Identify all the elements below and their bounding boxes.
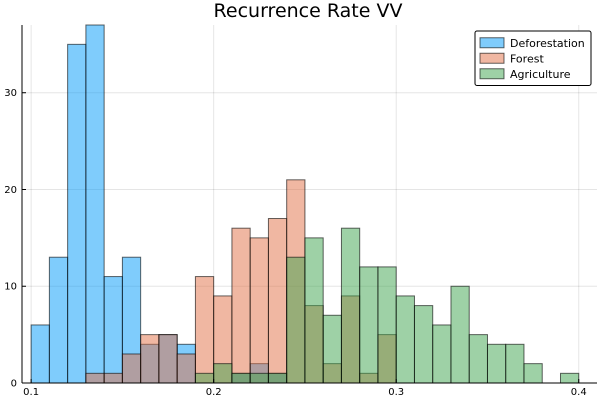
x-tick-label: 0.3 [388,387,404,398]
bar-forest [231,227,251,384]
y-tick-label: 10 [4,282,17,293]
bar-agriculture [486,343,507,384]
bar-agriculture [395,295,415,384]
bar-forest [194,276,215,384]
bar-forest [121,353,142,384]
bar-agriculture [432,324,452,384]
bar-agriculture [249,372,269,384]
bar-agriculture [231,372,251,384]
bar-deforestation [103,276,123,384]
bar-forest [267,218,288,384]
bar-agriculture [468,334,488,384]
legend-label-agriculture: Agriculture [510,68,571,81]
legend-label-deforestation: Deforestation [510,37,585,50]
bar-forest [249,237,269,384]
bar-agriculture [194,372,215,384]
bar-agriculture [359,266,379,384]
bar-forest [103,372,123,384]
x-tick-label: 0.1 [23,387,39,398]
bar-forest [85,372,105,384]
bar-agriculture [286,256,306,384]
axes: 0.1 0.2 0.3 0.4 0 10 20 30 [4,25,597,398]
bar-forest [158,334,178,384]
x-tick-label: 0.4 [571,387,587,398]
bar-agriculture [304,237,324,384]
legend-swatch-forest [479,52,505,64]
bar-agriculture [523,363,543,384]
legend-label-forest: Forest [510,52,544,65]
bar-agriculture [377,266,397,384]
y-tick-label: 30 [4,88,17,99]
bar-deforestation [85,24,105,384]
bar-agriculture [505,343,525,384]
x-tick-label: 0.2 [206,387,222,398]
legend: Deforestation Forest Agriculture [474,30,592,86]
bar-agriculture [267,372,288,384]
bar-agriculture [340,227,361,384]
bar-agriculture [413,305,434,384]
bar-forest [176,353,196,384]
bar-agriculture [450,285,470,384]
legend-swatch-deforestation [479,37,505,49]
bar-agriculture [559,372,580,384]
bar-deforestation [67,43,87,384]
bar-deforestation [30,324,50,384]
legend-swatch-agriculture [479,68,505,80]
chart-title: Recurrence Rate VV [214,0,403,22]
bar-deforestation [48,256,69,384]
bar-forest [140,334,160,384]
histogram-bars [30,24,580,384]
bar-agriculture [213,363,233,384]
y-tick-label: 20 [4,185,17,196]
y-tick-label: 0 [11,379,17,390]
bar-agriculture [322,314,342,384]
